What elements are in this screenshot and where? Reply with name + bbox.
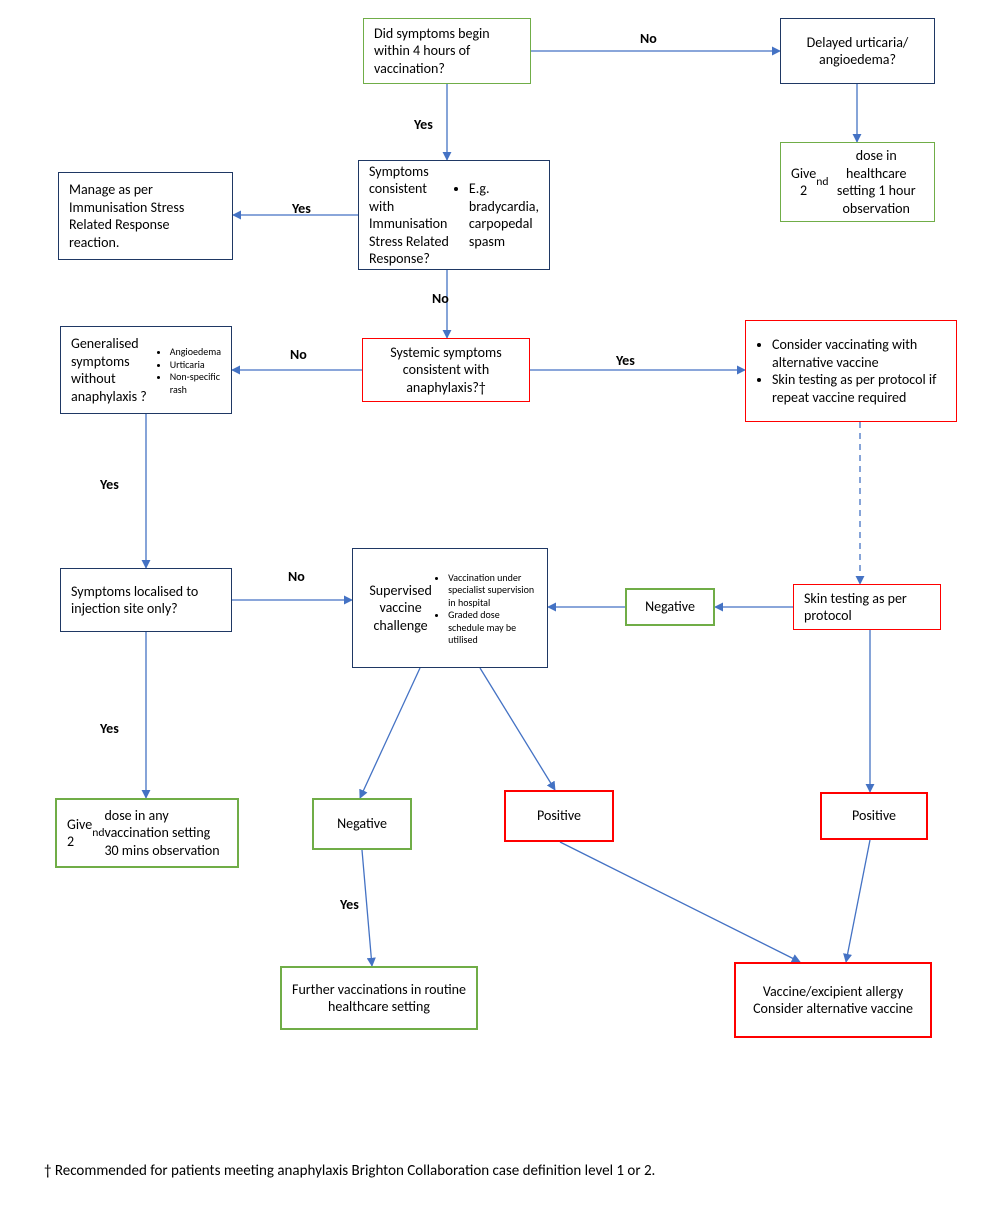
node-n6: Systemic symptoms consistent with anaphy…	[362, 338, 530, 402]
edge-label-l_yes_1: Yes	[414, 116, 433, 133]
edge-n10-n14	[360, 668, 420, 798]
edge-label-l_yes_6: Yes	[340, 896, 359, 913]
edge-label-l_yes_5: Yes	[100, 720, 119, 737]
node-n8: Generalised symptoms without anaphylaxis…	[60, 326, 232, 414]
edge-label-l_no_4: No	[288, 568, 305, 585]
node-n7: Consider vaccinating with alternative va…	[745, 320, 957, 422]
node-n16: Positive	[820, 792, 928, 840]
footnote: † Recommended for patients meeting anaph…	[44, 1162, 655, 1180]
node-n15: Positive	[504, 790, 614, 842]
node-n12: Skin testing as per protocol	[793, 584, 941, 630]
edge-label-l_yes_2: Yes	[292, 200, 311, 217]
edge-label-l_yes_3: Yes	[616, 352, 635, 369]
node-n3: Give 2nd dose in healthcare setting 1 ho…	[780, 142, 935, 222]
node-n11: Negative	[625, 588, 715, 626]
edge-n15-n18	[560, 842, 800, 962]
edge-label-l_yes_4: Yes	[100, 476, 119, 493]
edge-label-l_no_2: No	[432, 290, 449, 307]
edge-label-l_no_1: No	[640, 30, 657, 47]
edge-n10-n15	[480, 668, 555, 790]
node-n9: Symptoms localised to injection site onl…	[60, 568, 232, 632]
edge-label-l_no_3: No	[290, 346, 307, 363]
node-n18: Vaccine/excipient allergyConsider altern…	[734, 962, 932, 1038]
node-n13: Give 2nd dose in any vaccination setting…	[55, 798, 239, 868]
edge-n14-n17	[362, 850, 372, 966]
node-n14: Negative	[312, 798, 412, 850]
edge-n16-n18	[846, 840, 870, 962]
node-n10: Supervised vaccine challengeVaccination …	[352, 548, 548, 668]
node-n5: Manage as per Immunisation Stress Relate…	[58, 172, 233, 260]
node-n17: Further vaccinations in routine healthca…	[280, 966, 478, 1030]
node-n2: Delayed urticaria/ angioedema?	[780, 18, 935, 84]
node-n1: Did symptoms begin within 4 hours of vac…	[363, 18, 531, 84]
node-n4: Symptoms consistent with Immunisation St…	[358, 160, 550, 270]
